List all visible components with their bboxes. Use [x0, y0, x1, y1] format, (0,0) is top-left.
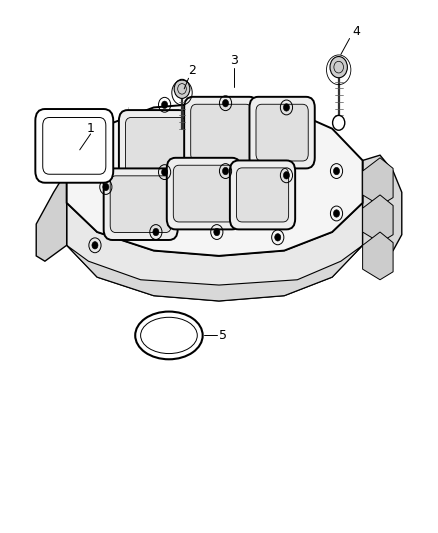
Circle shape: [223, 167, 229, 175]
Polygon shape: [363, 232, 393, 280]
FancyBboxPatch shape: [250, 97, 315, 168]
Circle shape: [103, 119, 109, 127]
FancyBboxPatch shape: [191, 104, 252, 161]
Circle shape: [103, 183, 109, 191]
Circle shape: [333, 210, 339, 217]
Text: 5: 5: [219, 329, 227, 342]
Circle shape: [330, 56, 347, 78]
Circle shape: [223, 100, 229, 107]
FancyBboxPatch shape: [173, 165, 234, 222]
Text: 3: 3: [230, 54, 238, 67]
Circle shape: [174, 79, 190, 99]
FancyBboxPatch shape: [237, 168, 289, 222]
Circle shape: [333, 167, 339, 175]
Polygon shape: [363, 155, 402, 256]
Polygon shape: [363, 195, 393, 243]
FancyBboxPatch shape: [167, 158, 241, 229]
FancyBboxPatch shape: [256, 104, 308, 161]
Circle shape: [275, 233, 281, 241]
FancyBboxPatch shape: [110, 176, 171, 232]
FancyBboxPatch shape: [125, 117, 186, 174]
Circle shape: [214, 228, 220, 236]
Circle shape: [283, 172, 290, 179]
Polygon shape: [67, 245, 363, 301]
Polygon shape: [36, 171, 67, 261]
FancyBboxPatch shape: [184, 97, 258, 168]
FancyBboxPatch shape: [35, 109, 113, 183]
Circle shape: [92, 241, 98, 249]
Text: 1: 1: [87, 122, 95, 135]
Circle shape: [162, 101, 168, 109]
Polygon shape: [67, 102, 363, 256]
FancyBboxPatch shape: [119, 110, 193, 182]
Text: 2: 2: [187, 64, 195, 77]
Circle shape: [153, 228, 159, 236]
Text: 4: 4: [352, 25, 360, 38]
Circle shape: [162, 168, 168, 176]
Circle shape: [283, 104, 290, 111]
FancyBboxPatch shape: [104, 168, 178, 240]
Polygon shape: [363, 158, 393, 206]
FancyBboxPatch shape: [43, 117, 106, 174]
Polygon shape: [67, 203, 363, 301]
FancyBboxPatch shape: [230, 160, 295, 229]
